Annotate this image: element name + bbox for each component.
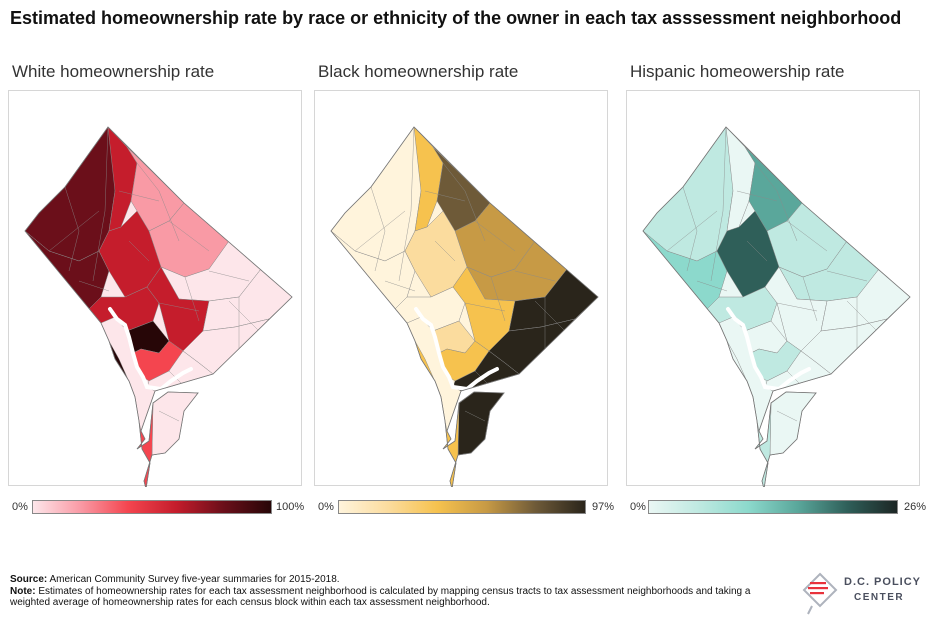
panel-title-black: Black homeownership rate <box>318 62 519 81</box>
neighborhood-border <box>128 240 150 262</box>
neighborhood-border <box>666 210 718 252</box>
neighborhood-border <box>208 270 250 282</box>
legend-black: 0% 97% <box>318 500 618 516</box>
neighborhood-border <box>354 210 406 252</box>
neighborhood-region <box>151 390 199 456</box>
legend-max: 100% <box>276 501 305 513</box>
legend-gradient <box>338 500 586 514</box>
neighborhood-border <box>118 190 160 202</box>
neighborhood-border <box>424 190 466 202</box>
neighborhood-border <box>64 186 80 272</box>
legend-max: 26% <box>904 501 927 513</box>
neighborhood-border <box>710 127 727 282</box>
legend-min: 0% <box>630 501 646 513</box>
neighborhood-border <box>168 220 210 252</box>
logo-line2: CENTER <box>854 592 905 603</box>
neighborhood-border <box>48 210 100 252</box>
neighborhood-border <box>184 276 200 322</box>
neighborhood-border <box>534 300 566 332</box>
neighborhood-border <box>474 220 516 252</box>
neighborhood-border <box>802 276 818 322</box>
note-line: Note: Estimates of homeownership rates f… <box>10 586 790 609</box>
dc-outline <box>642 126 911 487</box>
dc-outline <box>24 126 293 487</box>
neighborhood-border <box>78 280 110 292</box>
dc-policy-center-logo: D.C. POLICY CENTER <box>800 570 930 618</box>
neighborhood-region <box>457 390 505 456</box>
neighborhood-border <box>776 410 798 422</box>
legend-hispanic: 0% 26% <box>630 500 930 516</box>
neighborhood-border <box>736 190 778 202</box>
legend-gradient <box>648 500 898 514</box>
neighborhood-border <box>696 280 728 292</box>
note-text: Estimates of homeownership rates for eac… <box>10 585 751 609</box>
neighborhood-border <box>826 270 868 282</box>
neighborhood-region <box>404 210 468 298</box>
neighborhood-border <box>370 186 386 272</box>
neighborhood-region <box>98 210 162 298</box>
anacostia-river <box>108 307 193 392</box>
neighborhood-border <box>746 240 768 262</box>
neighborhood-border <box>136 162 180 242</box>
dc-map-black <box>330 126 599 487</box>
neighborhood-border <box>434 240 456 262</box>
neighborhood-border <box>786 220 828 252</box>
dc-map-hispanic <box>642 126 911 487</box>
neighborhood-region <box>769 390 817 456</box>
footer-notes: Source: American Community Survey five-y… <box>10 574 790 609</box>
neighborhood-border <box>846 300 878 332</box>
neighborhood-border <box>464 302 506 312</box>
dc-outline <box>330 126 599 487</box>
legend-gradient <box>32 500 272 514</box>
panel-title-hispanic: Hispanic homeowership rate <box>630 62 845 81</box>
dc-map-white <box>24 126 293 487</box>
neighborhood-border <box>228 300 260 332</box>
neighborhood-border <box>398 127 415 282</box>
logo-line1: D.C. POLICY <box>844 576 922 588</box>
neighborhood-border <box>514 270 556 282</box>
neighborhood-border <box>682 186 698 272</box>
source-label: Source: <box>10 574 48 585</box>
neighborhood-border <box>464 410 486 422</box>
note-label: Note: <box>10 585 36 597</box>
legend-max: 97% <box>592 501 615 513</box>
panel-title-white: White homeownership rate <box>12 62 215 81</box>
source-text: American Community Survey five-year summ… <box>49 574 340 585</box>
anacostia-river <box>726 307 811 392</box>
map-hispanic <box>626 90 920 487</box>
neighborhood-border <box>92 127 109 282</box>
neighborhood-border <box>158 410 180 422</box>
dc-map-flag-icon <box>802 572 838 615</box>
map-white <box>8 90 302 487</box>
legend-min: 0% <box>12 501 28 513</box>
neighborhood-border <box>384 280 416 292</box>
neighborhood-region <box>716 210 780 298</box>
map-black <box>314 90 608 487</box>
chart-title: Estimated homeownership rate by race or … <box>10 8 902 28</box>
anacostia-river <box>414 307 499 392</box>
neighborhood-border <box>442 162 486 242</box>
neighborhood-border <box>776 302 818 312</box>
legend-min: 0% <box>318 501 334 513</box>
source-line: Source: American Community Survey five-y… <box>10 574 790 586</box>
neighborhood-border <box>754 162 798 242</box>
legend-white: 0% 100% <box>12 500 312 516</box>
neighborhood-border <box>490 276 506 322</box>
neighborhood-border <box>158 302 200 312</box>
